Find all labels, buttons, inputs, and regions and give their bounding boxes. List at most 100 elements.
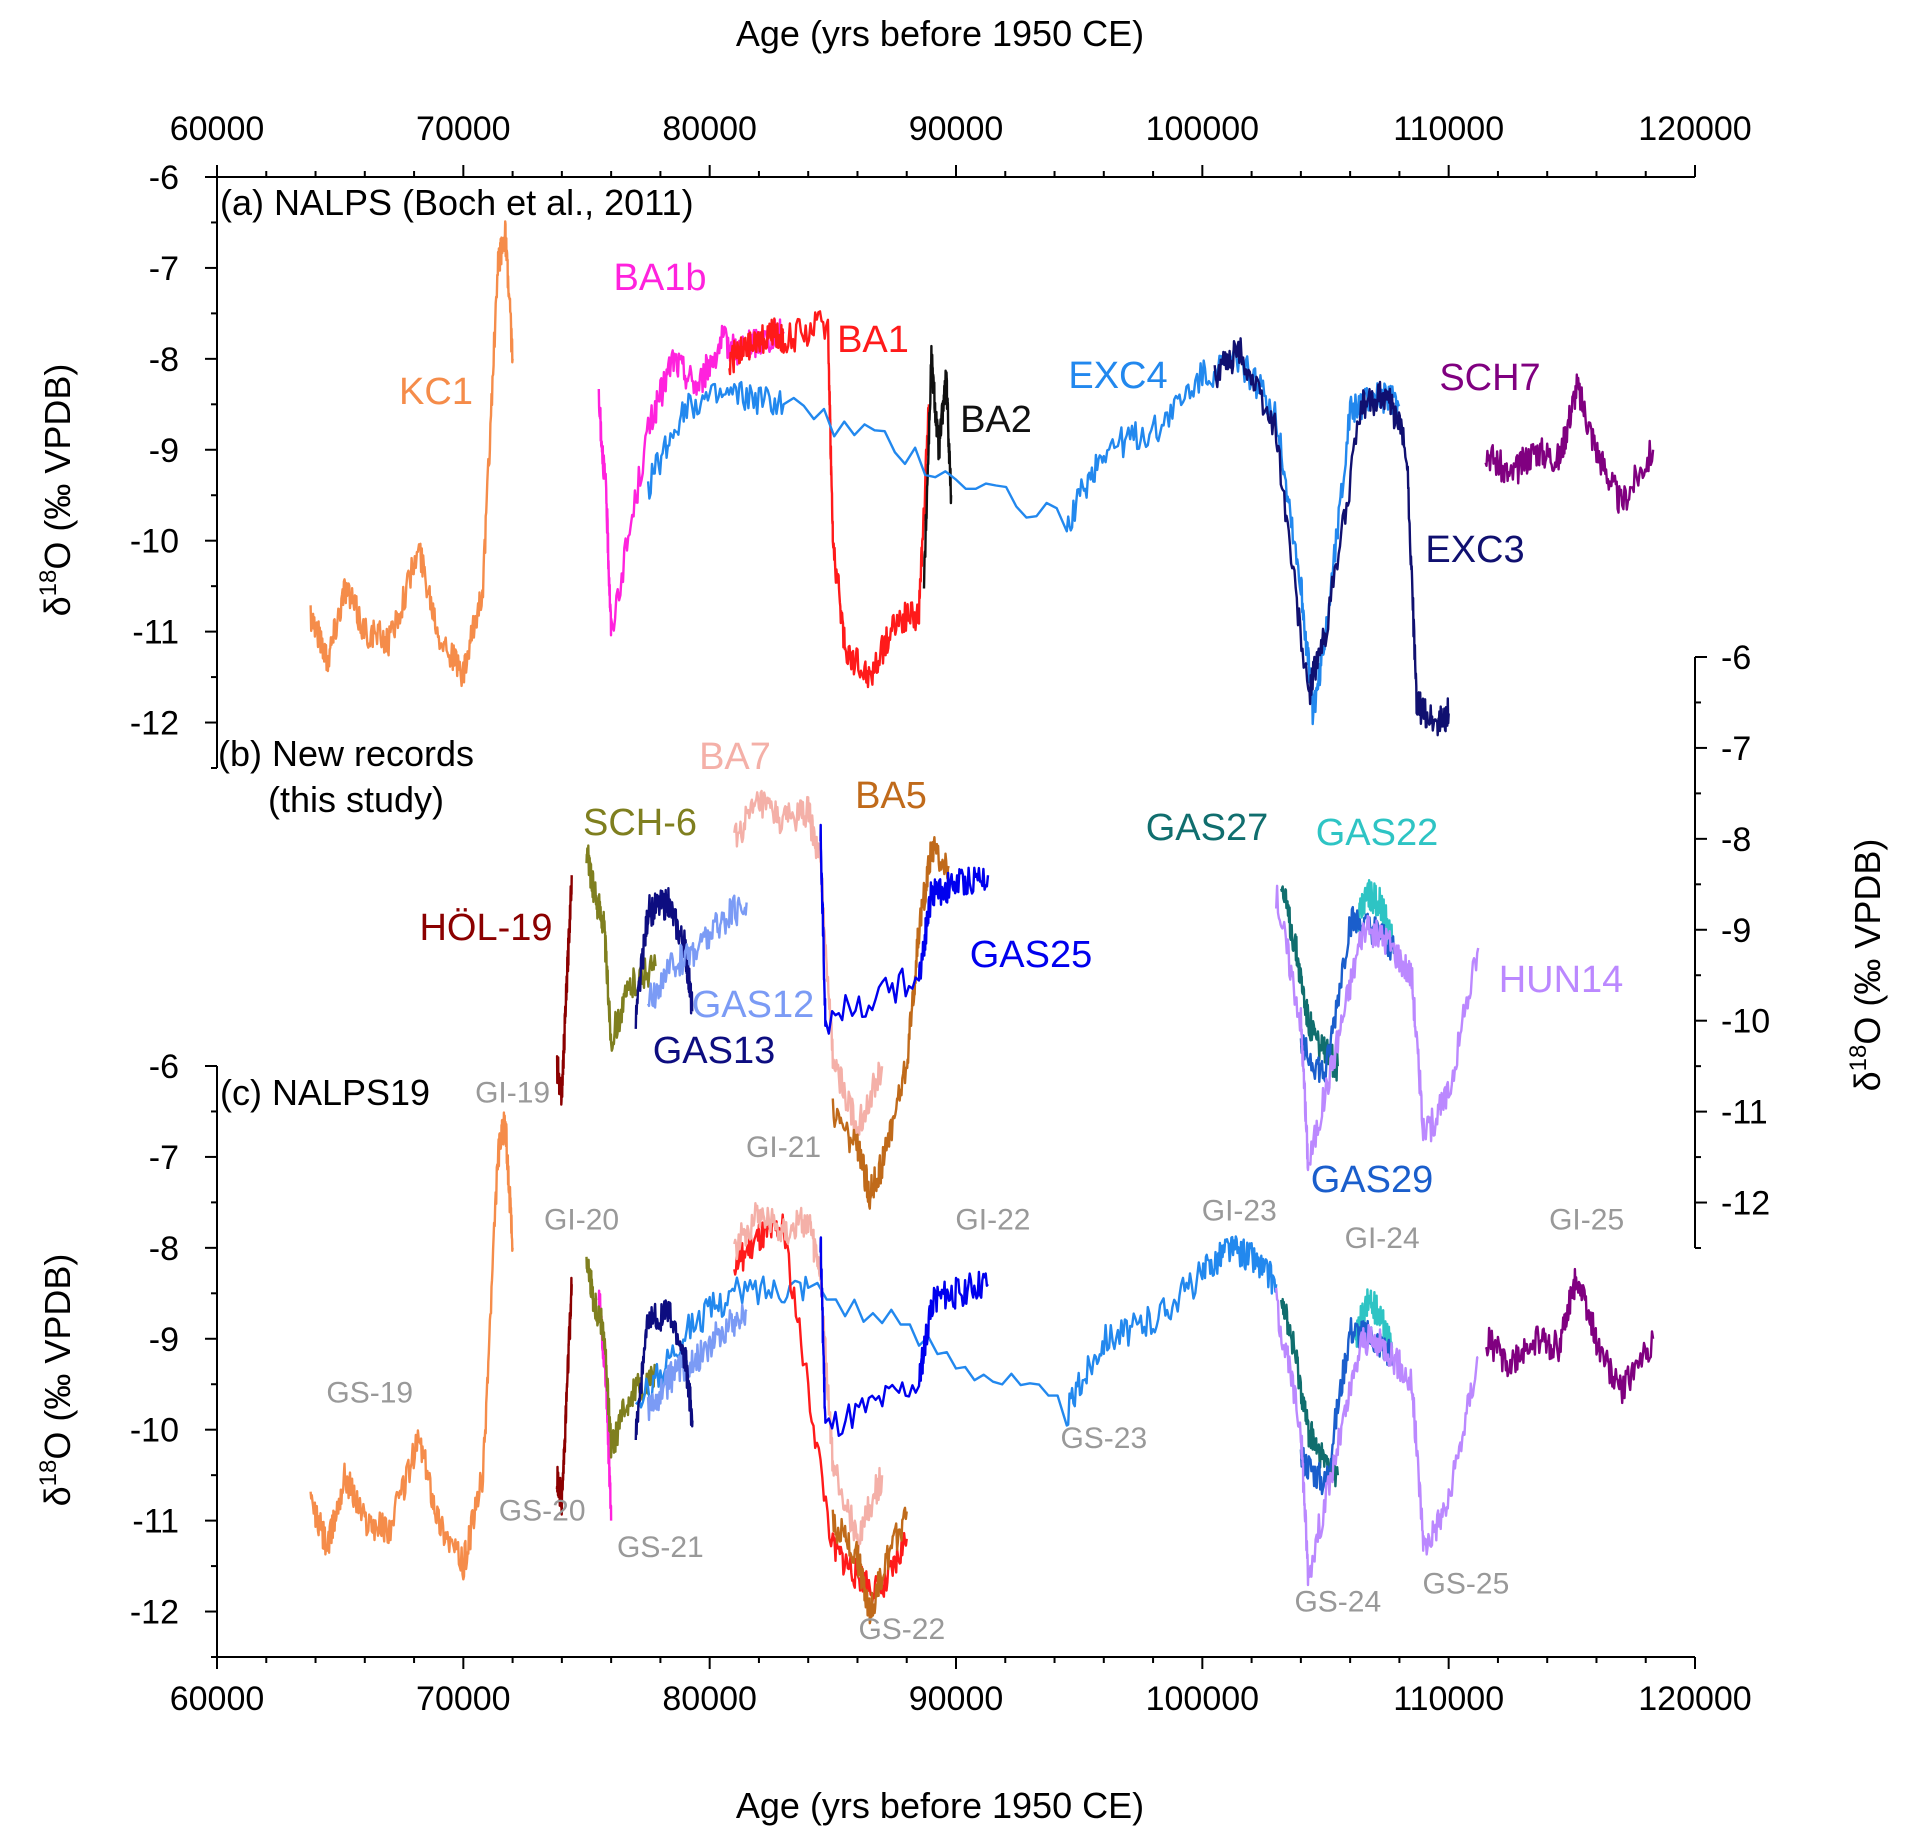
y-tick-label-a: -6 [149, 159, 179, 197]
series-b-sch-6 [585, 844, 657, 1052]
annotation-gs-23: GS-23 [1060, 1422, 1147, 1455]
annotation-gi-21: GI-21 [746, 1131, 821, 1164]
panel-a-title: (a) NALPS (Boch et al., 2011) [220, 182, 694, 223]
series-c-h-l-19 [555, 1276, 573, 1516]
annotation-gi-24: GI-24 [1345, 1222, 1420, 1255]
isotope-superscript: 18 [1845, 1045, 1872, 1072]
label-b-gas27: GAS27 [1146, 807, 1269, 849]
series-c-gas27 [1280, 1297, 1339, 1488]
isotope-superscript: 18 [35, 1460, 62, 1487]
series-layer [309, 220, 1655, 1625]
label-a-ba2: BA2 [960, 399, 1032, 441]
bottom-x-tick-label: 60000 [170, 1680, 265, 1718]
y-tick-label-b: -8 [1721, 821, 1751, 859]
panel-b-title-line2: (this study) [268, 779, 444, 820]
bottom-x-tick-label: 70000 [416, 1680, 511, 1718]
y-tick-label-b: -6 [1721, 639, 1751, 677]
series-b-gas22 [1353, 879, 1394, 952]
annotation-gi-22: GI-22 [955, 1204, 1030, 1237]
annotation-gs-24: GS-24 [1294, 1586, 1381, 1619]
series-c-kc1 [309, 1111, 514, 1581]
top-x-tick-label: 60000 [170, 110, 265, 148]
top-x-tick-label: 120000 [1638, 110, 1751, 148]
series-b-gas12 [646, 894, 748, 1009]
label-b-ba5: BA5 [855, 775, 927, 817]
label-a-sch7: SCH7 [1439, 357, 1540, 399]
delta-symbol: δ [37, 1486, 78, 1506]
bottom-x-tick-label: 100000 [1146, 1680, 1259, 1718]
annotation-gs-22: GS-22 [858, 1613, 945, 1646]
bottom-axis-title: Age (yrs before 1950 CE) [736, 1785, 1144, 1826]
series-c-sch-6 [585, 1256, 657, 1459]
annotation-gi-19: GI-19 [475, 1076, 550, 1109]
series-b-hun14 [1275, 884, 1480, 1172]
annotation-gi-20: GI-20 [544, 1204, 619, 1237]
label-b-h-l-19: HÖL-19 [419, 907, 552, 949]
series-b-gas27 [1280, 885, 1339, 1082]
series-a-exc4 [646, 346, 1401, 726]
annotation-gi-25: GI-25 [1549, 1204, 1624, 1237]
series-c-gas25 [819, 1236, 989, 1437]
top-x-tick-label: 90000 [909, 110, 1004, 148]
bottom-x-tick-label: 80000 [662, 1680, 757, 1718]
y-tick-label-a: -11 [132, 614, 179, 652]
series-b-h-l-19 [555, 875, 573, 1106]
y-tick-label-c: -11 [132, 1503, 179, 1541]
top-x-tick-label: 80000 [662, 110, 757, 148]
top-x-tick-label: 110000 [1393, 110, 1504, 148]
label-a-exc4: EXC4 [1068, 355, 1167, 397]
top-axis-title: Age (yrs before 1950 CE) [736, 13, 1144, 54]
series-b-ba5 [831, 836, 950, 1210]
y-tick-label-c: -8 [149, 1230, 179, 1268]
y-tick-label-a: -7 [149, 250, 179, 288]
y-tick-label-a: -12 [130, 705, 179, 743]
y-axis-unit: O (‰ VPDB) [37, 1254, 78, 1460]
annotation-gs-19: GS-19 [326, 1376, 413, 1409]
label-b-gas12: GAS12 [692, 984, 815, 1026]
bottom-x-tick-label: 110000 [1393, 1680, 1504, 1718]
label-b-gas25: GAS25 [970, 934, 1093, 976]
panel-b-title-line1: (b) New records [218, 733, 474, 774]
series-b-ba7 [733, 789, 884, 1138]
y-tick-label-b: -11 [1721, 1094, 1768, 1132]
axes-layer [205, 165, 1707, 1669]
series-c-exc4 [634, 1235, 1278, 1427]
label-a-ba1b: BA1b [614, 257, 707, 299]
y-axis-title-a: δ18O (‰ VPDB) [35, 364, 78, 617]
label-b-sch-6: SCH-6 [583, 802, 697, 844]
y-axis-unit: O (‰ VPDB) [37, 364, 78, 570]
label-a-exc3: EXC3 [1425, 529, 1524, 571]
y-tick-label-b: -7 [1721, 730, 1751, 768]
label-a-ba1: BA1 [837, 319, 909, 361]
y-tick-label-b: -9 [1721, 912, 1751, 950]
annotation-gi-23: GI-23 [1202, 1195, 1277, 1228]
y-tick-label-b: -12 [1721, 1185, 1770, 1223]
series-c-gas13 [634, 1299, 694, 1441]
series-a-ba2 [922, 344, 953, 589]
series-c-sch7 [1484, 1267, 1655, 1405]
text-layer: 60000 60000 70000 70000 80000 80000 90000 90000… [130, 110, 1770, 1718]
series-a-sch7 [1484, 373, 1655, 514]
annotation-gs-25: GS-25 [1423, 1567, 1510, 1600]
delta-symbol: δ [37, 596, 78, 616]
panel-c-title: (c) NALPS19 [220, 1072, 430, 1113]
y-tick-label-c: -6 [149, 1048, 179, 1086]
delta-symbol: δ [1847, 1071, 1888, 1091]
series-c-ba7 [733, 1202, 884, 1554]
y-tick-label-c: -12 [130, 1594, 179, 1632]
y-tick-label-c: -10 [130, 1412, 179, 1450]
y-axis-title-b: δ18O (‰ VPDB) [1845, 839, 1888, 1092]
series-a-exc3 [1213, 337, 1450, 737]
label-b-hun14: HUN14 [1499, 959, 1624, 1001]
series-c-ba5 [831, 1506, 908, 1625]
annotation-gs-21: GS-21 [617, 1531, 704, 1564]
label-b-gas22: GAS22 [1316, 812, 1439, 854]
series-a-ba1 [728, 310, 931, 689]
label-a-kc1: KC1 [399, 371, 473, 413]
top-x-tick-label: 100000 [1146, 110, 1259, 148]
y-tick-label-c: -9 [149, 1321, 179, 1359]
y-tick-label-a: -9 [149, 432, 179, 470]
y-tick-label-a: -8 [149, 341, 179, 379]
annotation-gs-20: GS-20 [499, 1495, 586, 1528]
